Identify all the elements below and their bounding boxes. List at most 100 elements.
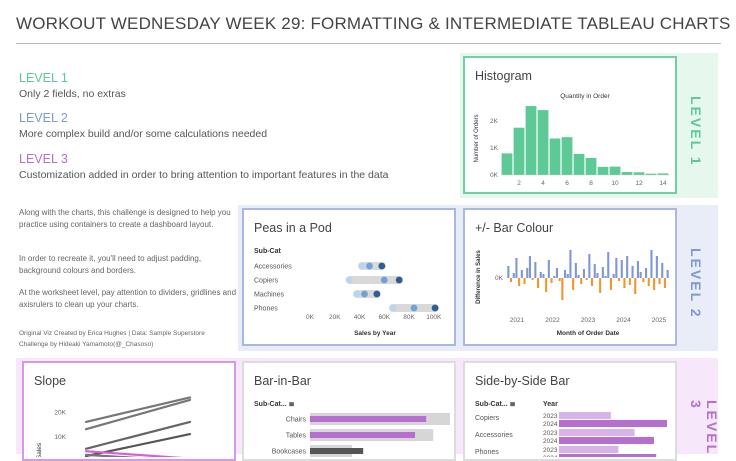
histogram-bar [597,166,609,175]
side-by-side-panel[interactable]: Side-by-Side Bar Sub-Cat... ≣ Year Copiers… [463,361,677,461]
histogram-y-tick: 2K [490,118,499,125]
histogram-x-tick: 4 [541,180,545,187]
bar-colour-bar [558,278,561,281]
peas-point [353,290,361,298]
histogram-bar [549,138,561,175]
peas-category-label: Phones [254,306,278,313]
histogram-x-tick: 8 [589,180,593,187]
peas-x-tick: 100K [426,314,442,321]
bar-in-bar-chart: Sub-Cat... ≣ Chairs Tables Bookcases [254,398,450,457]
peas-x-tick: 20K [329,314,341,321]
bar-in-bar-category: Chairs [286,417,307,424]
slope-line [84,398,192,431]
bar-colour-bar [588,254,591,278]
histogram-bar [633,172,645,175]
bar-colour-bar [550,278,553,283]
histogram-chart-title: Quantity in Order [560,93,610,100]
level-2-description: More complex build and/or some calculati… [19,128,268,140]
bar-colour-panel[interactable]: +/- Bar Colour Difference in Sales 0K 2021… [463,208,677,346]
bar-colour-bar [585,278,588,280]
bar-colour-x-label: Month of Order Date [557,330,620,337]
bar-colour-bar [539,272,542,278]
bar-colour-bar [596,273,599,278]
peas-x-tick: 0K [306,314,315,321]
side-by-side-year-label: 2024 [543,421,558,428]
bar-colour-bar [663,278,666,288]
side-by-side-bar [559,446,619,453]
peas-x-label: Sales by Year [354,330,396,337]
bar-colour-x-tick: 2022 [545,317,560,324]
bar-colour-title: +/- Bar Colour [475,221,554,235]
side-by-side-year-label: 2023 [543,430,558,437]
side-by-side-header: Sub-Cat... ≣ [475,398,516,408]
bar-colour-bar [601,267,604,278]
bar-colour-bar [547,260,550,278]
bar-colour-bar [582,269,585,278]
histogram-panel[interactable]: Histogram Quantity in Order Number of Ord… [463,56,677,194]
bar-colour-bar [642,278,645,282]
histogram-bar [573,153,585,175]
slope-chart: Sales 20K 10K [36,396,192,457]
peas-range-bar [345,276,404,284]
bar-colour-bar [566,274,569,278]
bar-colour-bar [604,276,607,278]
bar-colour-bar [666,270,669,278]
histogram-bar [585,157,597,175]
bar-colour-bar [612,274,615,278]
bar-colour-bar [537,278,540,288]
peas-x-tick: 80K [403,314,415,321]
bar-colour-bar [639,272,642,278]
bar-colour-bar [555,268,558,278]
histogram-x-tick: 2 [517,180,521,187]
bar-colour-x-tick: 2025 [652,317,667,324]
histogram-title: Histogram [475,69,532,83]
peas-point [373,290,381,298]
bar-colour-bar [542,274,545,278]
bar-colour-bar [528,256,531,278]
bar-colour-bar [534,262,537,278]
level-1-description: Only 2 fields, no extras [19,88,126,100]
bar-colour-bar [515,258,518,278]
slope-y-tick: 20K [54,410,66,417]
peas-point [366,262,373,270]
page-title: WORKOUT WEDNESDAY WEEK 29: FORMATTING & … [16,14,731,33]
histogram-x-tick: 14 [659,180,667,187]
histogram-y-label: Number of Orders [474,114,480,162]
bar-colour-bar [658,278,661,284]
histogram-bar [657,173,669,175]
bar-colour-bar [628,278,631,285]
peas-point [358,262,366,270]
peas-point [346,276,354,284]
side-by-side-bar [559,420,667,427]
peas-category-label: Accessories [254,264,292,271]
peas-x-tick: 60K [378,314,390,321]
slope-title: Slope [34,374,66,388]
bar-colour-bar [510,278,513,282]
side-by-side-bar [559,437,655,444]
side-by-side-group-label: Accessories [475,432,513,439]
bar-colour-y-tick: 0K [495,275,504,282]
peas-in-a-pod-panel[interactable]: Peas in a Pod Sub-Cat Accessories Copiers M… [242,208,456,346]
bar-colour-x-tick: 2023 [581,317,596,324]
histogram-bar [621,172,633,175]
level-3-description: Customization added in order to bring at… [19,169,389,181]
bar-colour-x-tick: 2021 [510,317,525,324]
level-3-band-label: LEVEL 3 [688,400,720,455]
bar-colour-bar [655,256,658,278]
slope-panel[interactable]: Slope Sales 20K 10K [22,361,236,461]
peas-point [378,262,386,270]
bar-colour-bar [523,278,526,284]
bar-colour-bar [518,278,521,286]
bar-colour-bar [572,278,575,290]
bar-colour-bar [618,278,621,281]
bar-colour-bar [574,263,577,278]
side-by-side-bar [559,454,657,457]
bar-colour-bar [564,270,567,278]
bar-colour-bar [553,276,556,278]
bar-in-bar-title: Bar-in-Bar [254,374,311,388]
side-by-side-group-label: Phones [475,449,499,456]
bar-in-bar-category: Tables [286,433,307,440]
bar-in-bar-panel[interactable]: Bar-in-Bar Sub-Cat... ≣ Chairs Tables Bookc… [242,361,456,461]
bar-colour-bar [507,266,510,278]
